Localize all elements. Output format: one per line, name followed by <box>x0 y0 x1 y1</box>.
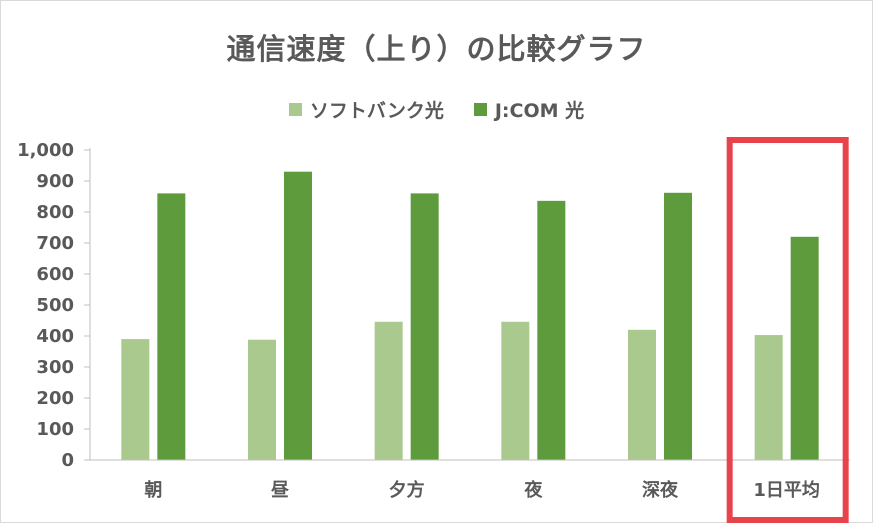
bar <box>537 200 566 460</box>
legend-label-softbank: ソフトバンク光 <box>309 100 444 122</box>
legend-swatch-softbank <box>288 103 302 116</box>
y-tick-label: 500 <box>36 295 74 316</box>
x-tick-label: 夜 <box>523 479 543 501</box>
bar <box>628 329 656 460</box>
bar <box>284 171 312 460</box>
bar <box>501 321 530 460</box>
y-tick-label: 600 <box>36 264 74 285</box>
x-tick-label: 1日平均 <box>753 479 820 501</box>
x-tick-label: 夕方 <box>389 479 425 501</box>
y-tick-label: 200 <box>36 388 74 409</box>
y-tick-label: 300 <box>36 357 74 378</box>
x-tick-label: 朝 <box>144 479 162 501</box>
y-tick-label: 900 <box>36 171 74 192</box>
bar <box>121 339 150 460</box>
x-tick-label: 昼 <box>271 480 289 501</box>
x-axis: 朝 昼 夕方 夜 深夜 1日平均 <box>90 459 850 501</box>
chart-title: 通信速度（上り）の比較グラフ <box>226 32 647 66</box>
y-tick-label: 800 <box>36 202 74 223</box>
y-tick-label: 1,000 <box>17 140 74 161</box>
highlight-rectangle <box>726 137 849 523</box>
bar <box>374 321 403 460</box>
bar <box>664 192 692 460</box>
bar <box>790 236 819 460</box>
bar <box>410 193 439 460</box>
bar <box>157 193 186 460</box>
bars <box>121 171 819 460</box>
y-tick-label: 400 <box>36 326 74 347</box>
x-tick-label: 深夜 <box>642 479 679 501</box>
legend-label-jcom: J:COM 光 <box>494 100 585 122</box>
bar <box>248 339 276 460</box>
legend-item-jcom: J:COM 光 <box>473 96 585 123</box>
highlight-box <box>726 137 849 523</box>
legend-swatch-jcom <box>473 103 487 116</box>
y-tick-label: 100 <box>36 419 74 440</box>
y-tick-label: 0 <box>61 450 74 471</box>
y-axis: 0 100 200 300 400 500 600 700 800 900 1,000 <box>17 140 91 471</box>
legend-item-softbank: ソフトバンク光 <box>288 96 444 123</box>
chart-legend: ソフトバンク光 J:COM 光 <box>0 96 873 123</box>
bar <box>754 335 783 460</box>
y-tick-label: 700 <box>36 233 74 254</box>
